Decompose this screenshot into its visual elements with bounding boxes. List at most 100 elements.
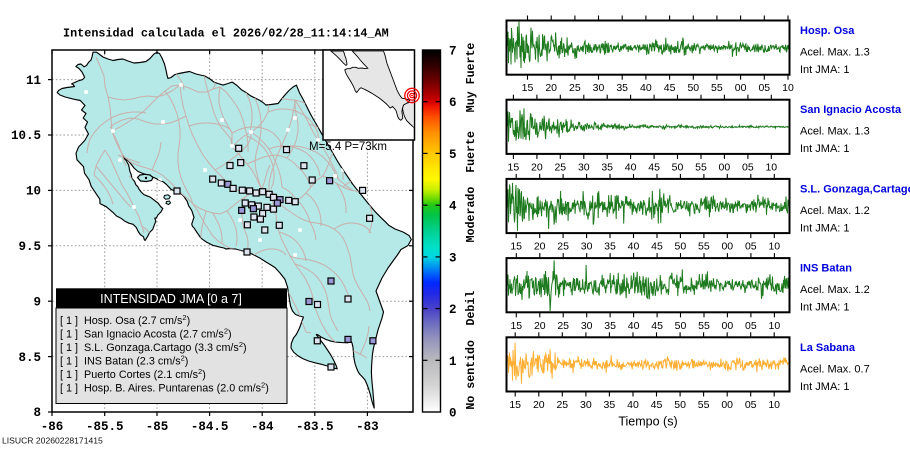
svg-text:40: 40 [627, 399, 639, 411]
svg-text:00: 00 [719, 161, 731, 173]
svg-text:10: 10 [765, 161, 777, 173]
svg-text:20: 20 [531, 161, 543, 173]
svg-text:15: 15 [510, 320, 522, 332]
svg-text:Acel. Max. 1.3: Acel. Max. 1.3 [800, 47, 870, 59]
svg-text:00: 00 [722, 320, 734, 332]
svg-text:S.L. Gonzaga,Cartago: S.L. Gonzaga,Cartago [800, 183, 910, 195]
svg-text:Tiempo (s): Tiempo (s) [618, 415, 677, 429]
svg-text:Int JMA: 1: Int JMA: 1 [800, 381, 850, 393]
svg-text:-85.5: -85.5 [86, 420, 124, 434]
svg-text:50: 50 [675, 320, 687, 332]
svg-text:1: 1 [449, 355, 457, 369]
svg-text:11: 11 [26, 74, 41, 88]
svg-text:05: 05 [742, 161, 754, 173]
svg-text:45: 45 [651, 241, 663, 253]
svg-text:[ 1 ] S.L. Gonzaga.Cartago (3: [ 1 ] S.L. Gonzaga.Cartago (3.3 cm/s2) [60, 340, 247, 354]
svg-text:25: 25 [569, 82, 581, 94]
svg-text:7: 7 [449, 45, 457, 59]
svg-text:Int JMA: 1: Int JMA: 1 [800, 302, 850, 314]
svg-text:05: 05 [758, 82, 770, 94]
svg-text:40: 40 [628, 241, 640, 253]
svg-text:8.5: 8.5 [18, 351, 41, 365]
svg-text:25: 25 [557, 320, 569, 332]
svg-text:50: 50 [674, 399, 686, 411]
svg-text:INTENSIDAD JMA [0 a 7]: INTENSIDAD JMA [0 a 7] [100, 292, 242, 306]
svg-text:15: 15 [509, 399, 521, 411]
svg-text:La Sabana: La Sabana [800, 342, 856, 354]
svg-text:35: 35 [616, 82, 628, 94]
svg-text:10.5: 10.5 [11, 129, 41, 143]
svg-text:45: 45 [651, 320, 663, 332]
svg-text:20: 20 [545, 82, 557, 94]
svg-text:Fuerte: Fuerte [465, 131, 478, 173]
svg-text:20: 20 [533, 399, 545, 411]
svg-text:10: 10 [782, 82, 794, 94]
svg-text:30: 30 [581, 241, 593, 253]
svg-text:Hosp. Osa: Hosp. Osa [800, 25, 855, 37]
svg-text:Moderado: Moderado [465, 187, 478, 243]
svg-text:55: 55 [698, 241, 710, 253]
svg-text:Int JMA: 1: Int JMA: 1 [800, 143, 850, 155]
svg-text:[ 1 ] Puerto Cortes (2.1 cm/s: [ 1 ] Puerto Cortes (2.1 cm/s2) [60, 367, 206, 381]
svg-text:3: 3 [449, 251, 457, 265]
svg-text:45: 45 [651, 399, 663, 411]
svg-text:-86: -86 [41, 420, 64, 434]
svg-text:4: 4 [449, 200, 457, 214]
svg-text:Int JMA: 1: Int JMA: 1 [800, 222, 850, 234]
svg-text:45: 45 [664, 82, 676, 94]
svg-text:20: 20 [534, 320, 546, 332]
svg-text:San Ignacio Acosta: San Ignacio Acosta [800, 104, 902, 116]
svg-text:50: 50 [675, 241, 687, 253]
svg-text:LISUCR 20260228171415: LISUCR 20260228171415 [2, 436, 103, 446]
svg-text:30: 30 [580, 399, 592, 411]
svg-text:-85: -85 [146, 420, 169, 434]
svg-text:50: 50 [672, 161, 684, 173]
svg-text:25: 25 [557, 241, 569, 253]
svg-text:-84.5: -84.5 [191, 420, 229, 434]
svg-text:9.5: 9.5 [18, 240, 41, 254]
svg-text:10: 10 [768, 241, 780, 253]
svg-text:55: 55 [711, 82, 723, 94]
svg-text:Acel. Max. 1.3: Acel. Max. 1.3 [800, 126, 870, 138]
svg-text:05: 05 [745, 399, 757, 411]
svg-text:55: 55 [698, 320, 710, 332]
svg-text:Acel. Max. 1.2: Acel. Max. 1.2 [800, 284, 870, 296]
svg-text:-83.5: -83.5 [296, 420, 334, 434]
svg-text:[ 1 ] Hosp. Osa (2.7 cm/s2): [ 1 ] Hosp. Osa (2.7 cm/s2) [60, 313, 190, 327]
svg-text:00: 00 [721, 241, 733, 253]
svg-text:40: 40 [640, 82, 652, 94]
svg-text:55: 55 [698, 399, 710, 411]
svg-text:Int JMA: 1: Int JMA: 1 [800, 64, 850, 76]
svg-text:10: 10 [769, 320, 781, 332]
svg-text:25: 25 [554, 161, 566, 173]
svg-text:10: 10 [768, 399, 780, 411]
svg-text:INS Batan: INS Batan [800, 263, 852, 275]
svg-text:2: 2 [449, 303, 457, 317]
svg-text:45: 45 [648, 161, 660, 173]
svg-text:35: 35 [604, 320, 616, 332]
svg-text:No sentido: No sentido [465, 340, 478, 410]
svg-text:0: 0 [449, 407, 457, 421]
svg-text:Muy Fuerte: Muy Fuerte [465, 43, 478, 113]
svg-text:Intensidad calculada el 2026/0: Intensidad calculada el 2026/02/28_11:14… [63, 27, 389, 41]
svg-text:-83: -83 [356, 420, 379, 434]
svg-text:35: 35 [604, 399, 616, 411]
svg-text:30: 30 [581, 320, 593, 332]
svg-text:M=5.4 P=73km: M=5.4 P=73km [309, 141, 387, 153]
svg-text:5: 5 [449, 148, 457, 162]
svg-text:05: 05 [745, 320, 757, 332]
svg-text:15: 15 [508, 161, 520, 173]
svg-text:[ 1 ] San Ignacio Acosta (2.7: [ 1 ] San Ignacio Acosta (2.7 cm/s2) [60, 327, 232, 341]
svg-text:35: 35 [601, 161, 613, 173]
svg-text:30: 30 [593, 82, 605, 94]
svg-text:15: 15 [522, 82, 534, 94]
svg-text:20: 20 [534, 241, 546, 253]
svg-text:Acel. Max. 1.2: Acel. Max. 1.2 [800, 205, 870, 217]
svg-text:Acel. Max. 0.7: Acel. Max. 0.7 [800, 363, 870, 375]
svg-text:05: 05 [745, 241, 757, 253]
svg-text:15: 15 [510, 241, 522, 253]
svg-text:9: 9 [33, 295, 41, 309]
svg-text:55: 55 [695, 161, 707, 173]
svg-text:00: 00 [721, 399, 733, 411]
svg-text:Debil: Debil [465, 291, 478, 326]
